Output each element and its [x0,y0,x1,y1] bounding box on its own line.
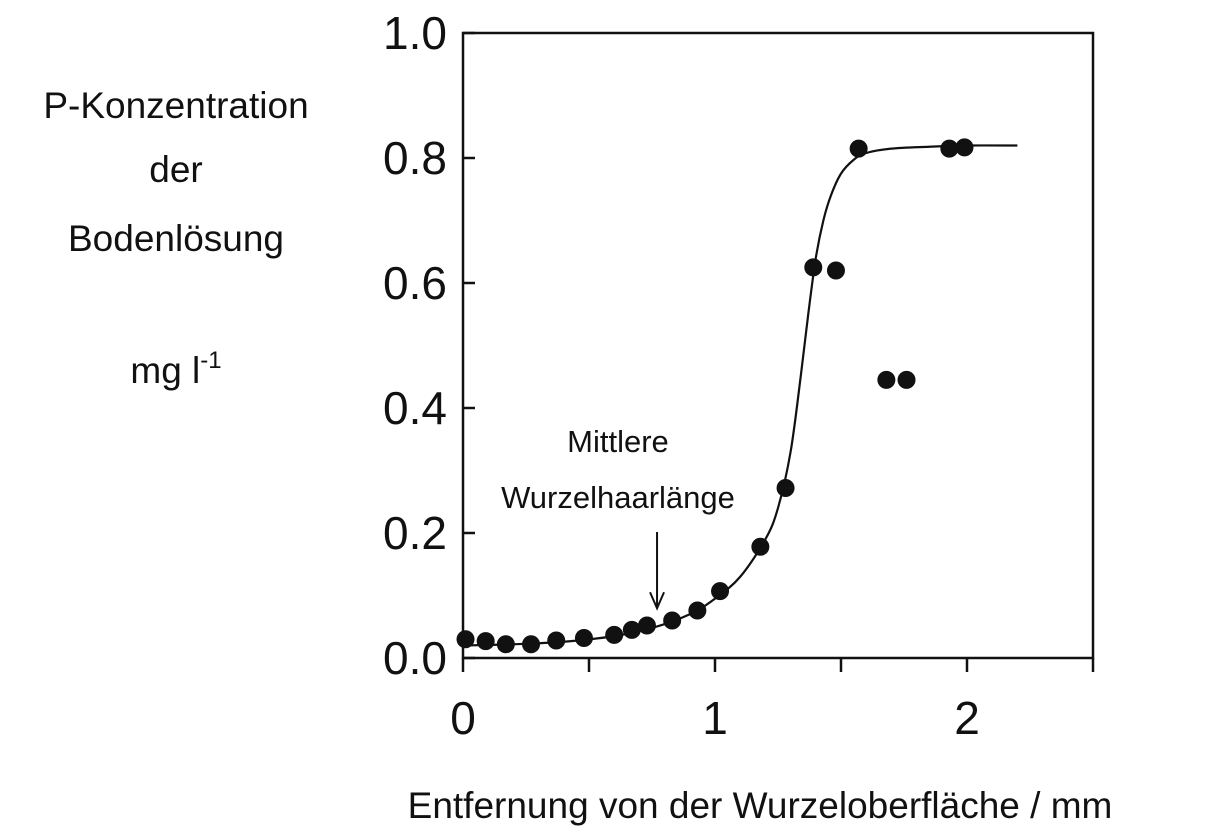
data-point [955,138,974,157]
data-point [622,620,641,639]
data-point [476,632,495,651]
y-tick-label: 1.0 [383,7,447,59]
fit-curve [462,144,1018,647]
data-points [456,138,974,654]
data-point [456,630,475,649]
y-axis-unit-sup: -1 [200,347,221,374]
fit-layer [462,144,1018,647]
data-point [804,258,823,277]
y-axis-label: P-Konzentration der Bodenlösung mg l-1 [43,85,308,391]
y-tick-label: 0.6 [383,257,447,309]
data-point [826,261,845,280]
data-point [849,139,868,158]
data-point [605,625,624,644]
data-point [637,616,656,635]
data-point [574,629,593,647]
x-tick-label: 1 [702,692,728,744]
data-point [776,479,795,497]
x-ticks: 0 1 2 [450,658,1095,744]
y-axis-unit-base: mg l [130,350,200,391]
annotation-line-2: Wurzelhaarlänge [501,480,735,515]
data-point [897,370,916,389]
data-point [940,139,959,158]
data-point [547,631,566,650]
y-tick-label: 0.8 [383,132,447,184]
data-point [751,537,770,556]
y-axis-label-line-2: der [149,149,202,190]
x-tick-label: 2 [954,692,980,744]
annotation-line-1: Mittlere [567,424,669,459]
data-point [877,370,896,389]
annotation: Mittlere Wurzelhaarlänge [501,424,735,611]
y-tick-label: 0.0 [383,632,447,684]
data-point [688,601,707,620]
data-point [711,582,730,601]
x-axis-label: Entfernung von der Wurzeloberfläche / mm [408,785,1113,826]
plot-frame [461,31,1095,660]
data-point [496,635,515,654]
data-point [522,635,541,654]
y-tick-label: 0.2 [383,507,447,559]
x-tick-label: 0 [450,692,476,744]
annotation-arrow-head [649,591,665,611]
y-ticks: 0.0 0.2 0.4 0.6 0.8 1.0 [383,7,475,684]
y-axis-label-line-1: P-Konzentration [43,85,308,126]
data-point [663,611,682,630]
y-tick-label: 0.4 [383,382,447,434]
y-axis-label-line-3: Bodenlösung [68,218,284,259]
y-axis-unit: mg l-1 [130,347,221,391]
